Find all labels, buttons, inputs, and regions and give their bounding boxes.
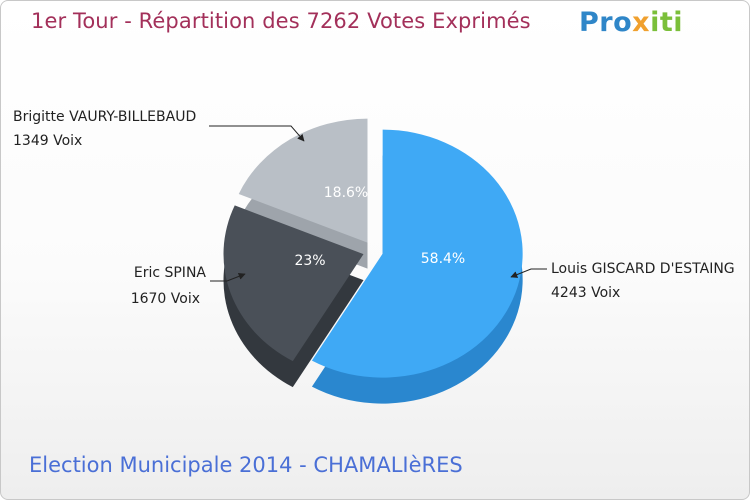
leader-line-spina <box>210 273 246 282</box>
pie-slice-spina[interactable] <box>223 205 364 362</box>
logo-part-3: iti <box>650 7 683 38</box>
slice-label-giscard-name: Louis GISCARD D'ESTAING <box>551 261 735 277</box>
slice-percent-label-spina: 23% <box>294 253 325 269</box>
proxiti-logo[interactable]: Proxiti <box>579 7 683 38</box>
chart-subtitle: Election Municipale 2014 - CHAMALIèRES <box>29 453 463 477</box>
slice-percent-label-giscard: 58.4% <box>421 251 465 267</box>
pie-slice-vaury[interactable] <box>238 118 368 243</box>
leader-line-vaury <box>209 125 305 142</box>
pie-slice-giscard[interactable] <box>311 129 523 378</box>
slice-label-spina-name: Eric SPINA <box>134 265 207 281</box>
pie-slices <box>223 118 523 378</box>
leader-line-giscard <box>510 268 547 278</box>
slice-label-giscard-votes: 4243 Voix <box>551 285 620 301</box>
logo-part-2: x <box>632 7 651 38</box>
slice-label-vaury-name: Brigitte VAURY-BILLEBAUD <box>13 109 196 125</box>
chart-title: 1er Tour - Répartition des 7262 Votes Ex… <box>31 9 531 33</box>
logo-part-1: Pro <box>579 7 633 38</box>
slice-label-vaury-votes: 1349 Voix <box>13 133 82 149</box>
slice-percent-label-vaury: 18.6% <box>324 185 368 201</box>
slice-label-spina-votes: 1670 Voix <box>131 291 200 307</box>
